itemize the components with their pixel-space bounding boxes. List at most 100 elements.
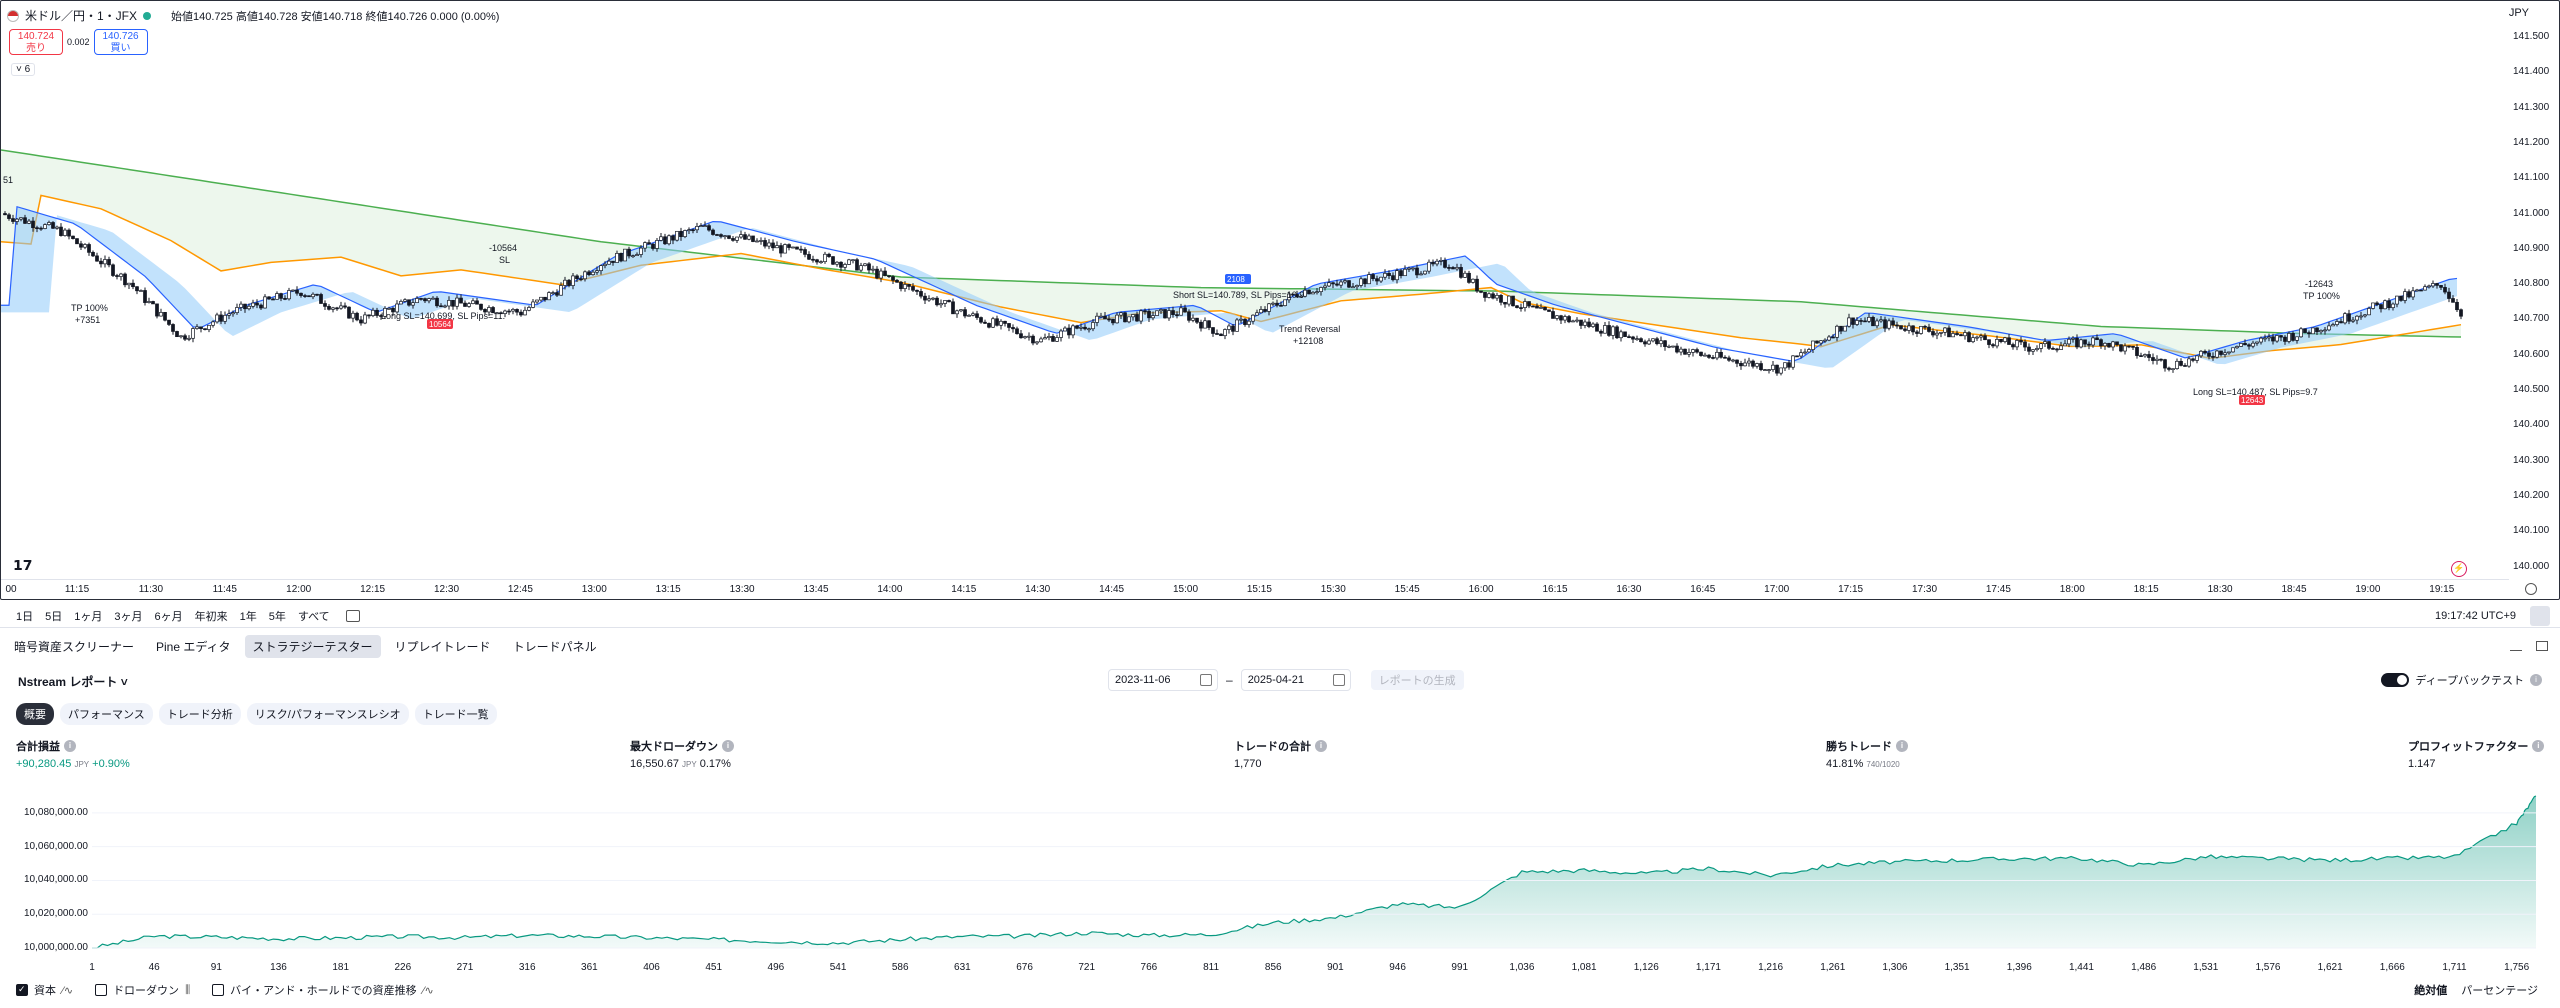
candle-body <box>35 227 39 230</box>
panel-tab-1[interactable]: Pine エディタ <box>156 639 231 654</box>
candle-body <box>2447 291 2451 299</box>
maximize-panel-icon[interactable] <box>2530 605 2550 626</box>
time-tick: 11:15 <box>64 584 90 595</box>
candle-body <box>1839 325 1843 332</box>
restore-panel-icon[interactable] <box>2536 641 2548 651</box>
candle-body <box>1171 310 1175 315</box>
minimize-panel-icon[interactable] <box>2510 641 2522 651</box>
trade-annotation: -12643 <box>2305 279 2333 289</box>
timeframe-0[interactable]: 1日 <box>16 610 34 623</box>
buy-button[interactable]: 140.726 買い <box>93 29 148 55</box>
panel-tab-0[interactable]: 暗号資産スクリーナー <box>14 639 135 654</box>
absolute-button[interactable]: 絶対値 <box>2414 985 2448 997</box>
candle-body <box>219 314 223 322</box>
alert-icon[interactable]: ⚡ <box>2451 561 2467 577</box>
candle-body <box>1483 291 1487 298</box>
candle-body <box>2243 343 2247 346</box>
price-chart-pane[interactable]: 51 TP 100% +7351 -10564 SL Long SL=140.699, S… <box>0 0 2560 600</box>
currency-label: JPY <box>2508 7 2529 19</box>
candle-body <box>579 278 583 281</box>
timeframe-6[interactable]: 1年 <box>239 610 257 623</box>
sub-tab-1[interactable]: パフォーマンス <box>60 703 153 725</box>
strategy-name-dropdown[interactable]: Nstream レポート ˅ <box>18 675 128 689</box>
candle-body <box>1203 320 1207 329</box>
candle-body <box>1647 340 1651 345</box>
timeframe-3[interactable]: 3ヶ月 <box>114 610 143 623</box>
candle-body <box>1463 272 1467 278</box>
symbol-label[interactable]: 米ドル／円・1・JFX <box>25 9 138 23</box>
calendar-icon[interactable] <box>1332 674 1345 686</box>
sub-tab-4[interactable]: トレード一覧 <box>414 703 497 725</box>
price-axis[interactable]: 141.500 141.400 141.300 141.200 141.100 141.0… <box>2509 1 2559 599</box>
timeframe-2[interactable]: 1ヶ月 <box>74 610 103 623</box>
candle-body <box>1751 360 1755 367</box>
indicators-toggle[interactable]: ˅ 6 <box>11 63 36 76</box>
panel-tab-4[interactable]: トレードパネル <box>512 639 597 654</box>
candle-body <box>1639 338 1643 343</box>
sub-tab-2[interactable]: トレード分析 <box>158 703 241 725</box>
drawdown-checkbox[interactable] <box>95 984 108 996</box>
equity-checkbox[interactable] <box>16 984 28 996</box>
sell-button[interactable]: 140.724 売り <box>9 29 63 55</box>
equity-chart[interactable]: 10,080,000.00 10,060,000.00 10,040,000.00 1… <box>0 782 2560 982</box>
candle-body <box>39 227 43 230</box>
candle-body <box>1947 327 1951 338</box>
buy-hold-checkbox[interactable] <box>212 984 225 996</box>
info-icon[interactable]: i <box>722 740 734 752</box>
deep-backtest-switch[interactable] <box>2381 673 2410 687</box>
timeframe-1[interactable]: 5日 <box>45 610 63 623</box>
candle-body <box>227 313 231 316</box>
price-tick: 140.100 <box>2513 525 2550 537</box>
sub-tab-3[interactable]: リスク/パフォーマンスレシオ <box>246 703 409 725</box>
info-icon[interactable]: i <box>1315 740 1327 752</box>
time-axis[interactable]: 00 11:15 11:30 11:45 12:00 12:15 12:30 12:45 13:… <box>1 579 2509 599</box>
generate-report-button[interactable]: レポートの生成 <box>1370 670 1464 690</box>
candle-body <box>1147 310 1151 319</box>
timeframe-7[interactable]: 5年 <box>268 610 286 623</box>
sub-tab-0[interactable]: 概要 <box>16 703 54 725</box>
candle-body <box>887 275 891 277</box>
panel-tab-2[interactable]: ストラテジーテスター <box>244 634 381 658</box>
date-to-input[interactable]: 2025-04-21 <box>1240 669 1351 691</box>
candle-body <box>2391 303 2395 309</box>
tradingview-logo-icon[interactable]: 𝟭𝟳 <box>13 557 33 573</box>
candle-body <box>1591 323 1595 327</box>
candle-body <box>1283 299 1287 306</box>
bar-style-icon[interactable]: ⫼ <box>185 983 191 996</box>
candle-body <box>291 289 295 292</box>
trade-annotation: +12108 <box>1293 336 1323 346</box>
candle-body <box>2263 337 2267 340</box>
chart-settings-gear-icon[interactable] <box>2525 583 2537 595</box>
candle-body <box>1855 320 1859 325</box>
clock-readout[interactable]: 19:17:42 UTC+9 <box>2434 609 2516 622</box>
date-from-input[interactable]: 2023-11-06 <box>1108 669 1218 691</box>
candle-body <box>1459 267 1463 278</box>
candle-body <box>783 244 787 254</box>
timeframe-5[interactable]: 年初来 <box>194 610 228 623</box>
line-style-icon[interactable]: ⁄∿ <box>422 984 434 997</box>
timeframe-4[interactable]: 6ヶ月 <box>154 610 183 623</box>
timeframe-8[interactable]: すべて <box>297 610 330 623</box>
candle-body <box>491 307 495 314</box>
candle-body <box>347 306 351 319</box>
info-icon[interactable]: i <box>1896 740 1908 752</box>
info-icon[interactable]: i <box>2532 740 2545 752</box>
info-icon[interactable]: i <box>64 740 76 752</box>
equity-chart-canvas[interactable] <box>0 782 2560 962</box>
price-chart-canvas[interactable]: 51 TP 100% +7351 -10564 SL Long SL=140.699, S… <box>1 1 2509 579</box>
calendar-icon[interactable] <box>1200 674 1212 686</box>
candle-body <box>2347 313 2351 322</box>
candle-body <box>587 271 591 276</box>
go-to-date-calendar-icon[interactable] <box>345 609 360 622</box>
candle-body <box>83 244 87 248</box>
candle-body <box>2111 341 2115 348</box>
candle-body <box>903 284 907 289</box>
equity-x-tick: 91 <box>210 962 222 973</box>
info-icon[interactable]: i <box>2530 674 2542 686</box>
deep-backtest-toggle[interactable]: ディープバックテスト i <box>2381 672 2542 688</box>
percentage-button[interactable]: パーセンテージ <box>2461 985 2538 997</box>
candle-body <box>1523 301 1527 308</box>
candle-body <box>651 243 655 249</box>
panel-tab-3[interactable]: リプレイトレード <box>394 639 491 654</box>
line-style-icon[interactable]: ⁄∿ <box>62 984 74 997</box>
